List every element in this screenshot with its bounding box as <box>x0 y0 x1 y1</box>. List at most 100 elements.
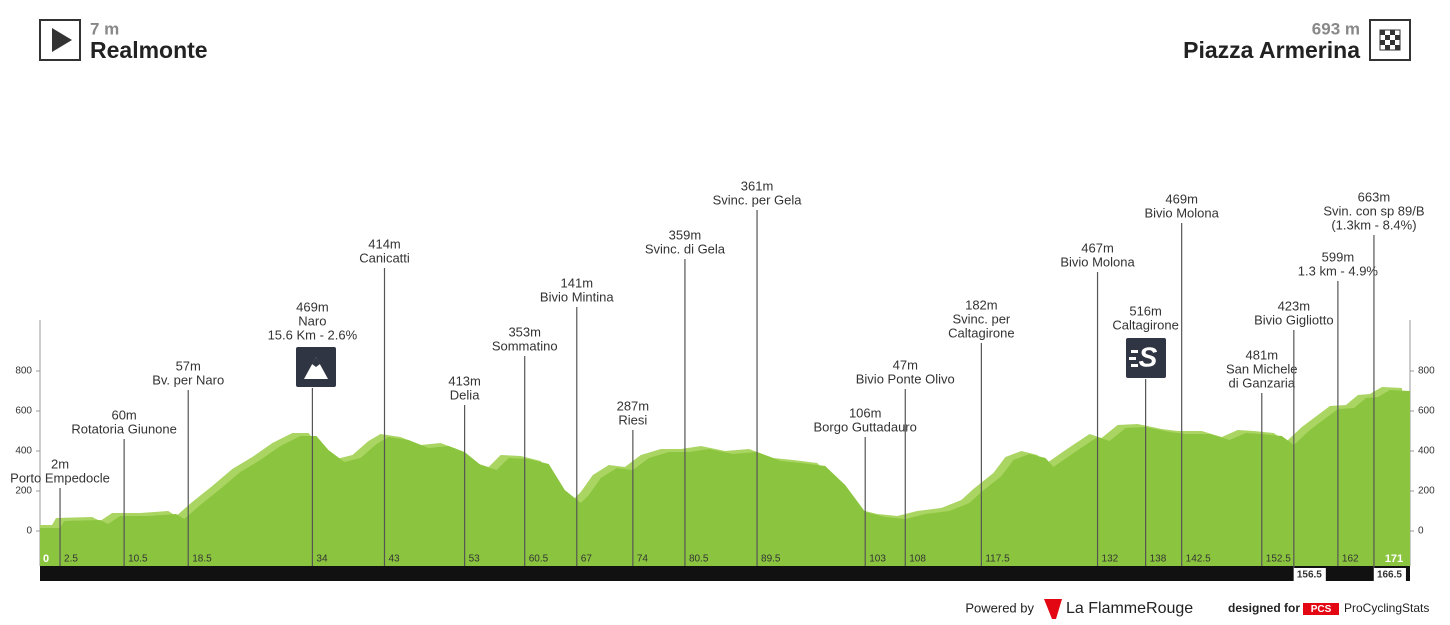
waypoint-label: Caltagirone <box>948 325 1015 340</box>
waypoint-label: 469m <box>296 299 329 314</box>
flammerouge-logo <box>1044 599 1062 619</box>
y-tick-label: 600 <box>15 406 32 417</box>
distance-bar <box>40 566 1410 581</box>
waypoint-label: 287m <box>617 398 650 413</box>
km-box <box>1373 568 1406 581</box>
svg-text:S: S <box>1139 341 1158 372</box>
km-label: 108 <box>909 554 926 565</box>
km-label: 156.5 <box>1297 570 1322 581</box>
waypoint-label: 414m <box>368 236 401 251</box>
waypoint-label: Svinc. per <box>952 311 1010 326</box>
waypoint-label: Svinc. per Gela <box>713 192 803 207</box>
waypoint-label: 599m <box>1322 249 1355 264</box>
y-tick-label-right: 0 <box>1418 526 1424 537</box>
waypoint-label: 60m <box>111 407 136 422</box>
y-tick-label: 800 <box>15 366 32 377</box>
km-label: 60.5 <box>529 554 549 565</box>
designed-for: designed for <box>1228 601 1300 615</box>
waypoint-label: 481m <box>1246 347 1279 362</box>
km-label: 142.5 <box>1186 554 1211 565</box>
waypoint-label: San Michele <box>1226 361 1298 376</box>
km-box <box>1293 568 1326 581</box>
waypoint-label: 57m <box>176 358 201 373</box>
y-tick-label-right: 600 <box>1418 406 1435 417</box>
pcs-name: ProCyclingStats <box>1344 601 1429 615</box>
km-label: 166.5 <box>1377 570 1402 581</box>
waypoint-label: Riesi <box>618 412 647 427</box>
start-name: Realmonte <box>90 37 208 63</box>
y-tick-label-right: 400 <box>1418 446 1435 457</box>
waypoint-label: Naro <box>298 313 326 328</box>
waypoint-label: Canicatti <box>359 250 410 265</box>
waypoint-label: Svin. con sp 89/B <box>1323 203 1424 218</box>
km-label: 152.5 <box>1266 554 1291 565</box>
profile-area <box>40 390 1410 566</box>
waypoint-label: 423m <box>1278 298 1311 313</box>
waypoint-label: 469m <box>1165 191 1198 206</box>
km-label: 132 <box>1102 554 1119 565</box>
km-label: 74 <box>637 554 649 565</box>
km-label: 34 <box>316 554 328 565</box>
waypoint-label: Svinc. di Gela <box>645 241 726 256</box>
waypoint-label: 2m <box>51 456 69 471</box>
y-tick-label: 400 <box>15 446 32 457</box>
kom-icon <box>296 347 336 387</box>
waypoint-label: Bivio Molona <box>1144 205 1219 220</box>
waypoint-label: 15.6 Km - 2.6% <box>268 327 358 342</box>
km-label: 80.5 <box>689 554 709 565</box>
km-label: 43 <box>389 554 401 565</box>
waypoint-label: Porto Empedocle <box>10 470 110 485</box>
pcs-logo: PCS <box>1311 604 1332 615</box>
waypoint-label: Bivio Mintina <box>540 289 614 304</box>
km-label: 10.5 <box>128 554 148 565</box>
waypoint-label: Bivio Molona <box>1060 254 1135 269</box>
waypoint-label: Delia <box>450 387 480 402</box>
waypoint-label: 516m <box>1129 303 1162 318</box>
finish-name: Piazza Armerina <box>1183 37 1360 63</box>
km-label: 2.5 <box>64 554 78 565</box>
edge-km-label: 171 <box>1385 553 1403 565</box>
edge-km-box <box>40 551 52 565</box>
km-label: 18.5 <box>192 554 212 565</box>
waypoint-label: Borgo Guttadauro <box>814 419 917 434</box>
waypoint-label: Bv. per Naro <box>152 372 224 387</box>
waypoint-label: di Ganzaria <box>1229 375 1296 390</box>
waypoint-label: Sommatino <box>492 338 558 353</box>
start-arrow <box>52 28 72 52</box>
pcs-logo-box <box>1303 603 1339 615</box>
km-label: 138 <box>1150 554 1167 565</box>
waypoint-label: 1.3 km - 4.9% <box>1298 263 1379 278</box>
waypoint-label: 141m <box>561 275 594 290</box>
y-tick-label-right: 200 <box>1418 486 1435 497</box>
waypoint-label: 353m <box>508 324 541 339</box>
waypoint-label: 359m <box>669 227 702 242</box>
sprint-icon: S <box>1126 338 1166 378</box>
y-tick-label-right: 800 <box>1418 366 1435 377</box>
waypoint-label: 467m <box>1081 240 1114 255</box>
brand: La FlammeRouge <box>1066 600 1193 617</box>
waypoint-label: Bivio Ponte Olivo <box>856 371 955 386</box>
y-tick-label: 0 <box>26 526 32 537</box>
edge-km-label: 0 <box>43 553 49 565</box>
km-label: 117.5 <box>985 554 1010 565</box>
km-label: 162 <box>1342 554 1359 565</box>
waypoint-label: Caltagirone <box>1112 317 1179 332</box>
waypoint-label: 106m <box>849 405 882 420</box>
km-label: 67 <box>581 554 593 565</box>
km-label: 53 <box>469 554 481 565</box>
km-label: 89.5 <box>761 554 781 565</box>
waypoint-label: (1.3km - 8.4%) <box>1331 217 1416 232</box>
waypoint-label: 182m <box>965 297 998 312</box>
km-label: 103 <box>869 554 886 565</box>
y-tick-label: 200 <box>15 486 32 497</box>
start-elevation: 7 m <box>90 19 119 38</box>
waypoint-label: Bivio Gigliotto <box>1254 312 1333 327</box>
waypoint-label: 413m <box>448 373 481 388</box>
finish-elevation: 693 m <box>1312 19 1360 38</box>
waypoint-label: 361m <box>741 178 774 193</box>
waypoint-label: 47m <box>893 357 918 372</box>
powered-by: Powered by <box>965 600 1034 615</box>
finish-icon <box>1369 19 1411 61</box>
